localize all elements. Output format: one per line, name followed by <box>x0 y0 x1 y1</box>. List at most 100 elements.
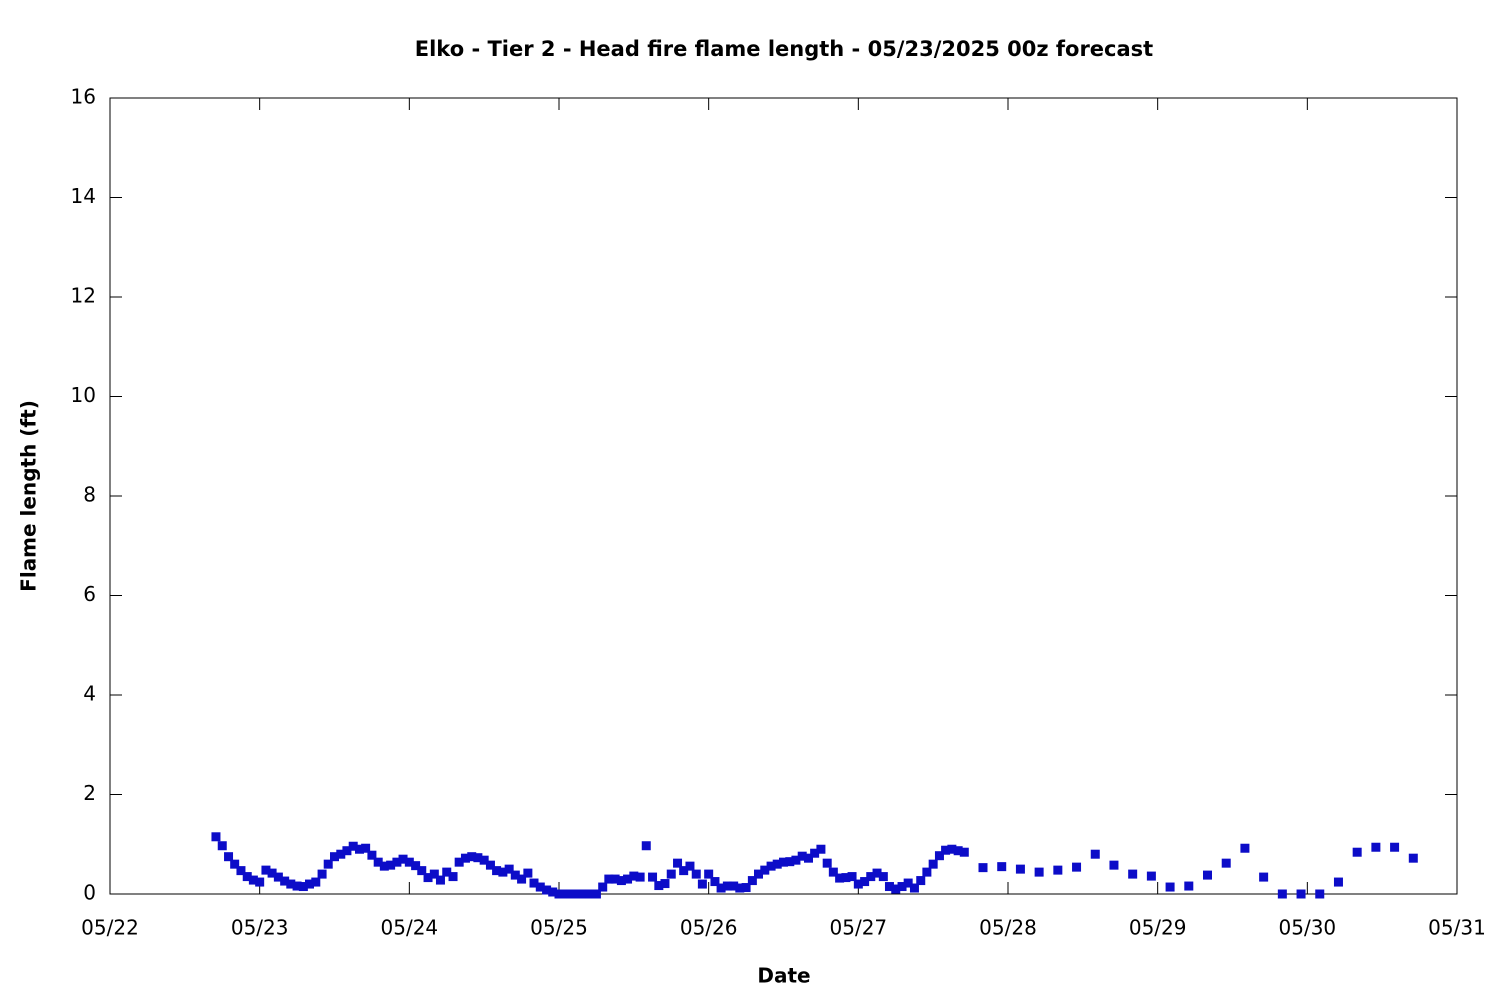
point <box>224 852 234 862</box>
point <box>473 853 483 863</box>
point <box>785 857 795 867</box>
y-tick-label: 4 <box>83 682 96 706</box>
point <box>535 882 545 892</box>
point <box>797 851 807 861</box>
point <box>853 879 863 889</box>
x-axis-label: Date <box>757 964 810 988</box>
point <box>517 874 527 884</box>
point <box>803 853 813 863</box>
point <box>704 869 714 879</box>
point <box>1371 842 1381 852</box>
point <box>1165 882 1175 892</box>
point <box>1408 853 1418 863</box>
point <box>772 859 782 869</box>
point <box>679 866 689 876</box>
point <box>1128 869 1138 879</box>
point <box>629 871 639 881</box>
point <box>554 889 564 899</box>
point <box>286 879 296 889</box>
point <box>666 869 676 879</box>
point <box>1259 872 1269 882</box>
point <box>959 847 969 857</box>
point <box>298 882 308 892</box>
point <box>342 846 352 856</box>
point <box>1034 867 1044 877</box>
point <box>928 859 938 869</box>
point <box>641 841 651 851</box>
point <box>673 858 683 868</box>
point <box>685 861 695 871</box>
point <box>492 866 502 876</box>
point <box>417 866 427 876</box>
x-tick-label: 05/26 <box>680 916 738 940</box>
point <box>635 872 645 882</box>
point <box>903 878 913 888</box>
point <box>654 881 664 891</box>
point <box>573 889 583 899</box>
y-tick-label: 10 <box>71 383 96 407</box>
point <box>392 857 402 867</box>
point <box>1072 862 1082 872</box>
point <box>423 873 433 883</box>
y-tick-label: 14 <box>71 184 96 208</box>
point <box>897 882 907 892</box>
point <box>236 866 246 876</box>
y-tick-label: 2 <box>83 781 96 805</box>
x-tick-label: 05/23 <box>231 916 289 940</box>
y-tick-label: 16 <box>71 85 96 109</box>
x-tick-label: 05/27 <box>830 916 888 940</box>
point <box>261 865 271 875</box>
point <box>448 872 458 882</box>
point <box>716 883 726 893</box>
point <box>1146 871 1156 881</box>
y-tick-label: 0 <box>83 881 96 905</box>
point <box>242 872 252 882</box>
point <box>691 869 701 879</box>
point <box>791 855 801 865</box>
x-tick-label: 05/29 <box>1129 916 1187 940</box>
point <box>230 859 240 869</box>
point <box>1203 870 1213 880</box>
point <box>1221 858 1231 868</box>
x-tick-label: 05/25 <box>530 916 588 940</box>
point <box>248 875 258 885</box>
point <box>579 889 589 899</box>
point <box>429 869 439 879</box>
point <box>498 867 508 877</box>
point <box>884 882 894 892</box>
point <box>379 861 389 871</box>
point <box>623 874 633 884</box>
point <box>766 861 776 871</box>
point <box>255 877 265 887</box>
point <box>835 873 845 883</box>
point <box>909 883 919 893</box>
point <box>398 854 408 864</box>
point <box>323 859 333 869</box>
point <box>336 849 346 859</box>
point <box>267 868 277 878</box>
point <box>816 844 826 854</box>
point <box>747 876 757 886</box>
point <box>367 850 377 860</box>
point <box>523 868 533 878</box>
point <box>1296 889 1306 899</box>
x-tick-label: 05/24 <box>381 916 439 940</box>
point <box>604 874 614 884</box>
point <box>542 885 552 895</box>
point <box>810 848 820 858</box>
point <box>754 869 764 879</box>
point <box>311 877 321 887</box>
point <box>373 857 383 867</box>
point <box>1315 889 1325 899</box>
point <box>953 846 963 856</box>
point <box>760 865 770 875</box>
point <box>386 860 396 870</box>
point <box>710 877 720 887</box>
point <box>504 864 514 874</box>
point <box>211 832 221 842</box>
y-tick-label: 8 <box>83 483 96 507</box>
point <box>485 860 495 870</box>
point <box>866 872 876 882</box>
point <box>273 872 283 882</box>
